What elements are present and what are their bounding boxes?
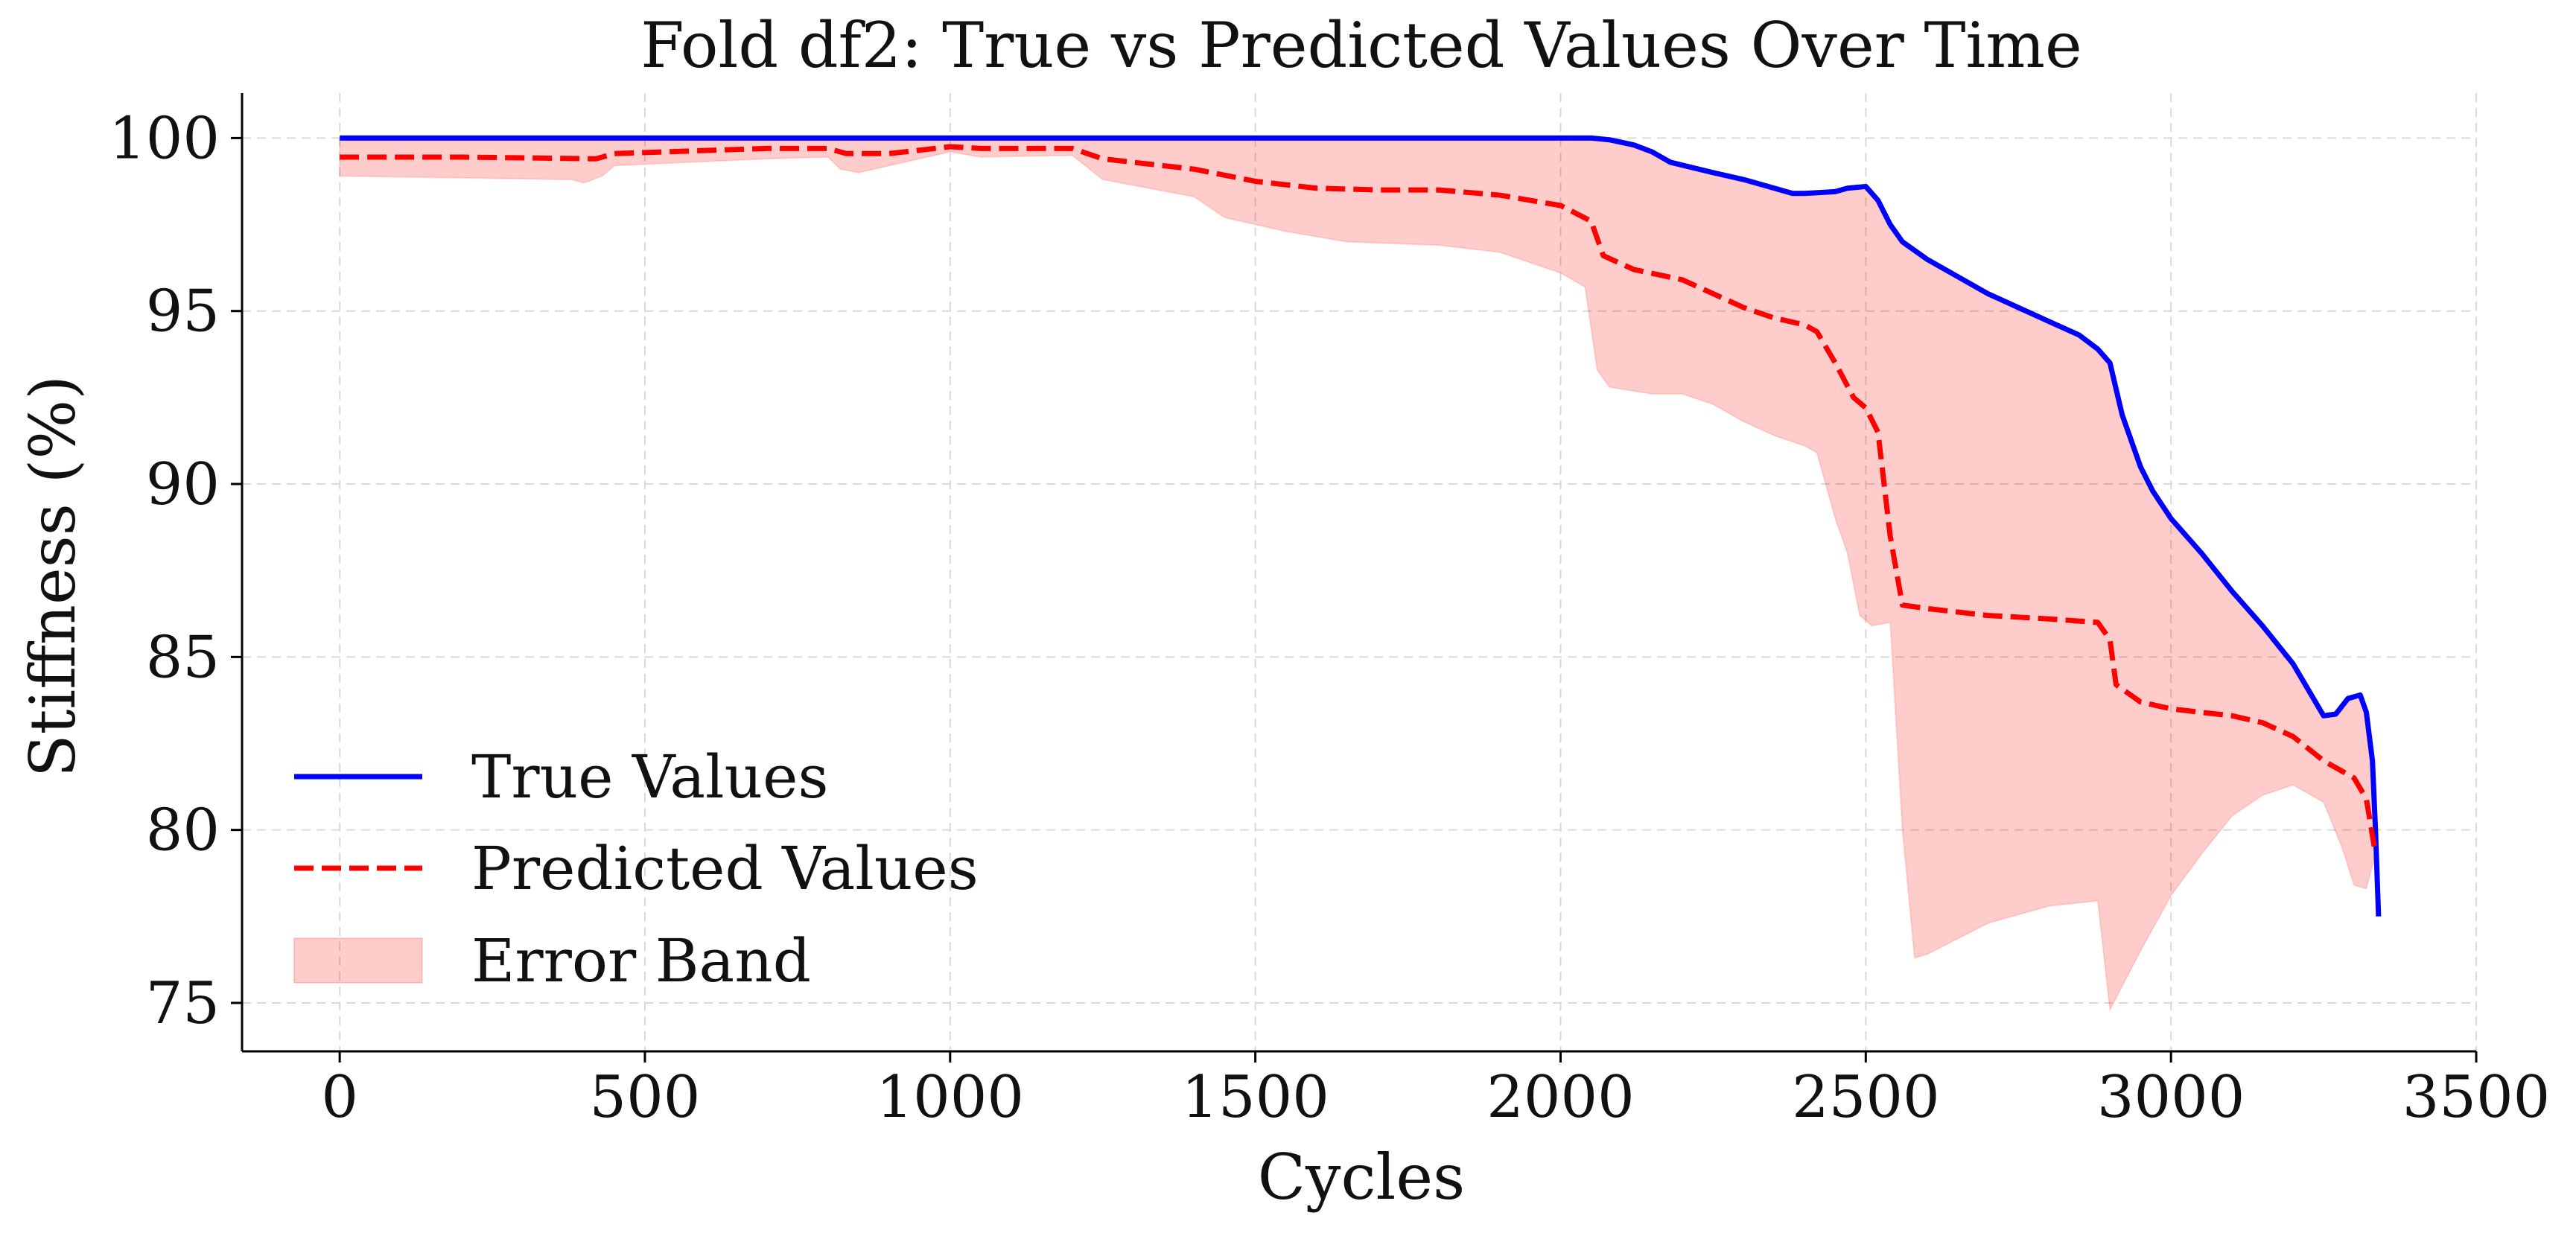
x-axis-label: Cycles — [1258, 1141, 1465, 1214]
y-tick-label: 75 — [146, 970, 220, 1037]
grid — [242, 93, 2477, 1051]
x-tick-label: 3000 — [2097, 1064, 2245, 1131]
x-tick-label: 2000 — [1486, 1064, 1635, 1131]
series-layer — [340, 135, 2382, 917]
x-tick-label: 3500 — [2402, 1064, 2551, 1131]
y-tick-label: 85 — [146, 624, 220, 691]
chart-title: Fold df2: True vs Predicted Values Over … — [640, 9, 2082, 82]
y-tick-label: 100 — [109, 105, 220, 172]
x-tick-label: 0 — [321, 1064, 358, 1131]
axes: 0 500 1000 1500 2000 2500 3000 3500 75 80 85 90 95 10… — [109, 93, 2550, 1131]
legend-error-band-label: Error Band — [471, 926, 811, 996]
x-tick-label: 2500 — [1792, 1064, 1940, 1131]
x-tick-label: 500 — [590, 1064, 701, 1131]
x-tick-label: 1000 — [877, 1064, 1025, 1131]
legend-predicted-values-label: Predicted Values — [471, 834, 979, 903]
y-axis-label: Stiffness (%) — [16, 375, 89, 777]
legend-error-band-swatch — [293, 937, 423, 984]
y-tick-label: 80 — [146, 797, 220, 864]
predicted-values-line — [340, 144, 2379, 855]
legend-true-values-label: True Values — [471, 742, 829, 812]
true-values-line — [340, 135, 2382, 917]
y-tick-label: 95 — [146, 278, 220, 345]
y-tick-label: 90 — [146, 451, 220, 518]
x-tick-label: 1500 — [1181, 1064, 1329, 1131]
legend: True Values Predicted Values Error Band — [293, 742, 979, 996]
